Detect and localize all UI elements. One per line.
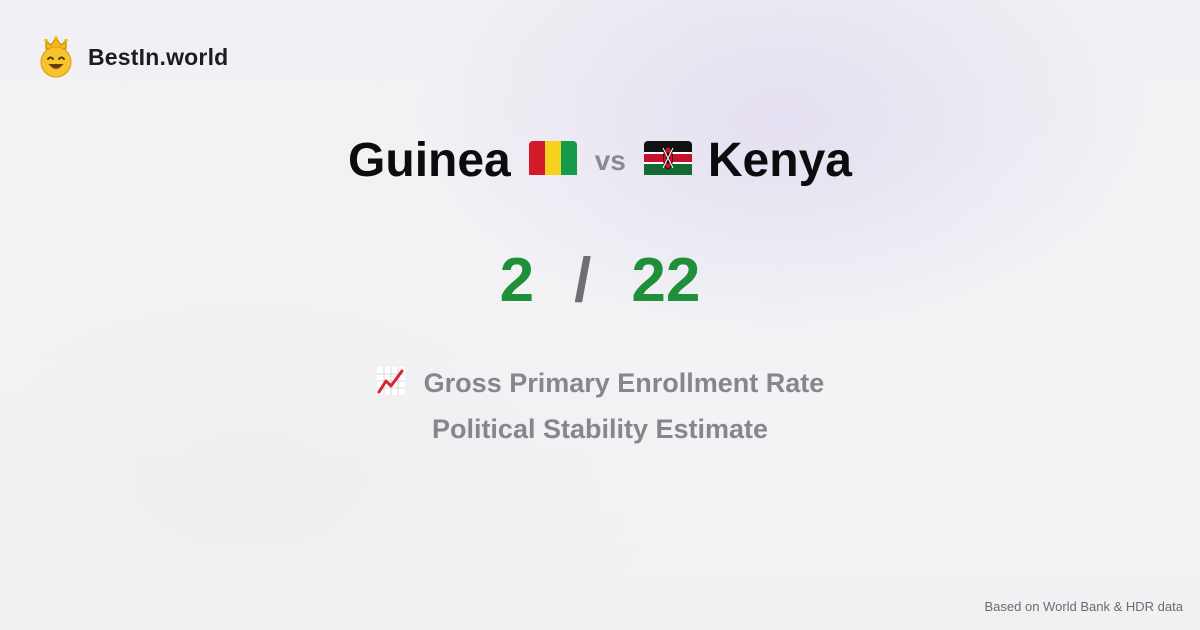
brand-name: BestIn.world <box>88 43 229 70</box>
brand-logo[interactable]: BestIn.world <box>38 36 228 78</box>
right-score: 22 <box>631 246 701 315</box>
score-display: 2 / 22 <box>0 245 1200 316</box>
left-score: 2 <box>499 246 535 315</box>
metric-secondary-label: Political Stability Estimate <box>431 414 769 444</box>
left-country-name: Guinea <box>348 134 511 187</box>
kenya-flag-icon <box>643 141 692 180</box>
vs-label: vs <box>594 144 626 176</box>
data-source-note: Based on World Bank & HDR data <box>984 599 1183 614</box>
chart-increasing-icon <box>376 366 406 401</box>
metric-secondary-row: Political Stability Estimate <box>0 414 1200 445</box>
guinea-flag-icon <box>528 141 577 180</box>
metric-primary-label: Gross Primary Enrollment Rate <box>423 368 825 398</box>
right-country-name: Kenya <box>707 134 852 187</box>
comparison-title: Guinea vs Kenya <box>0 133 1200 188</box>
crown-smiley-icon <box>38 36 74 78</box>
metric-primary-row: Gross Primary Enrollment Rate <box>0 366 1200 401</box>
score-separator: / <box>574 246 592 315</box>
